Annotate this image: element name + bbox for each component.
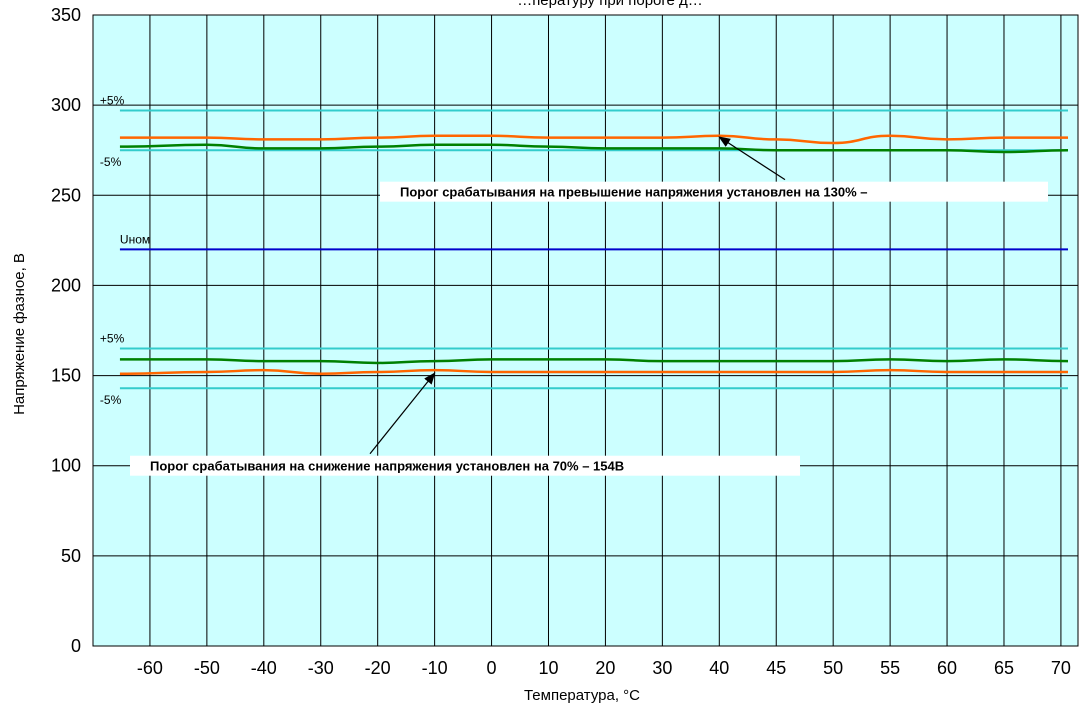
y-axis-ticks: 0 50 100 150 200 250 300 350	[51, 5, 81, 656]
reference-lines: +5% -5% Uном +5% -5%	[100, 94, 1068, 407]
annotation-box	[130, 455, 800, 476]
y-axis-label: Напряжение фазное, В	[11, 253, 28, 415]
x-tick-label: -20	[365, 658, 391, 678]
x-tick-label: 60	[937, 658, 957, 678]
x-tick-label: -50	[194, 658, 220, 678]
series-line	[119, 134, 1068, 145]
reference-line-label: +5%	[100, 94, 125, 108]
reference-line-label: -5%	[100, 155, 122, 169]
x-tick-label: 65	[994, 658, 1014, 678]
annotation-arrow	[718, 136, 786, 181]
x-tick-label: -30	[308, 658, 334, 678]
annotation-box	[380, 181, 1048, 202]
y-tick-label: 200	[51, 275, 81, 295]
x-tick-label: 70	[1051, 658, 1071, 678]
x-axis-label: Температура, °C	[524, 687, 640, 704]
y-tick-label: 0	[71, 636, 81, 656]
x-tick-label: 30	[652, 658, 672, 678]
series-line	[119, 358, 1069, 365]
x-tick-label: 45	[766, 658, 786, 678]
x-tick-label: 50	[823, 658, 843, 678]
x-tick-label: 20	[595, 658, 615, 678]
reference-line-label: Uном	[120, 232, 150, 246]
y-tick-label: 350	[51, 5, 81, 25]
x-tick-label: 40	[709, 658, 729, 678]
annotation-text: Порог срабатывания на снижение напряжени…	[150, 459, 624, 474]
y-tick-label: 300	[51, 95, 81, 115]
x-tick-label: 55	[880, 658, 900, 678]
reference-line-label: -5%	[100, 393, 122, 407]
y-tick-label: 50	[61, 546, 81, 566]
plot-area	[92, 14, 1079, 647]
annotations: Порог срабатывания на превышение напряже…	[130, 136, 1048, 476]
x-tick-label: 10	[538, 658, 558, 678]
series-line	[119, 368, 1068, 376]
annotation-arrow	[369, 372, 436, 455]
x-axis-ticks: -60 -50 -40 -30 -20 -10 0 10 20 30 40 45 50 55 60 65 70	[137, 658, 1071, 678]
series-lines	[119, 134, 1069, 376]
x-tick-label: -60	[137, 658, 163, 678]
y-tick-label: 100	[51, 456, 81, 476]
x-tick-label: -40	[251, 658, 277, 678]
series-line	[119, 143, 1069, 154]
annotation-text: Порог срабатывания на превышение напряже…	[400, 185, 868, 200]
x-tick-label: -10	[422, 658, 448, 678]
reference-line-label: +5%	[100, 332, 125, 346]
chart-title: …пературу при пороге д…	[517, 0, 703, 9]
y-tick-label: 150	[51, 366, 81, 386]
x-tick-label: 0	[487, 658, 497, 678]
y-tick-label: 250	[51, 185, 81, 205]
